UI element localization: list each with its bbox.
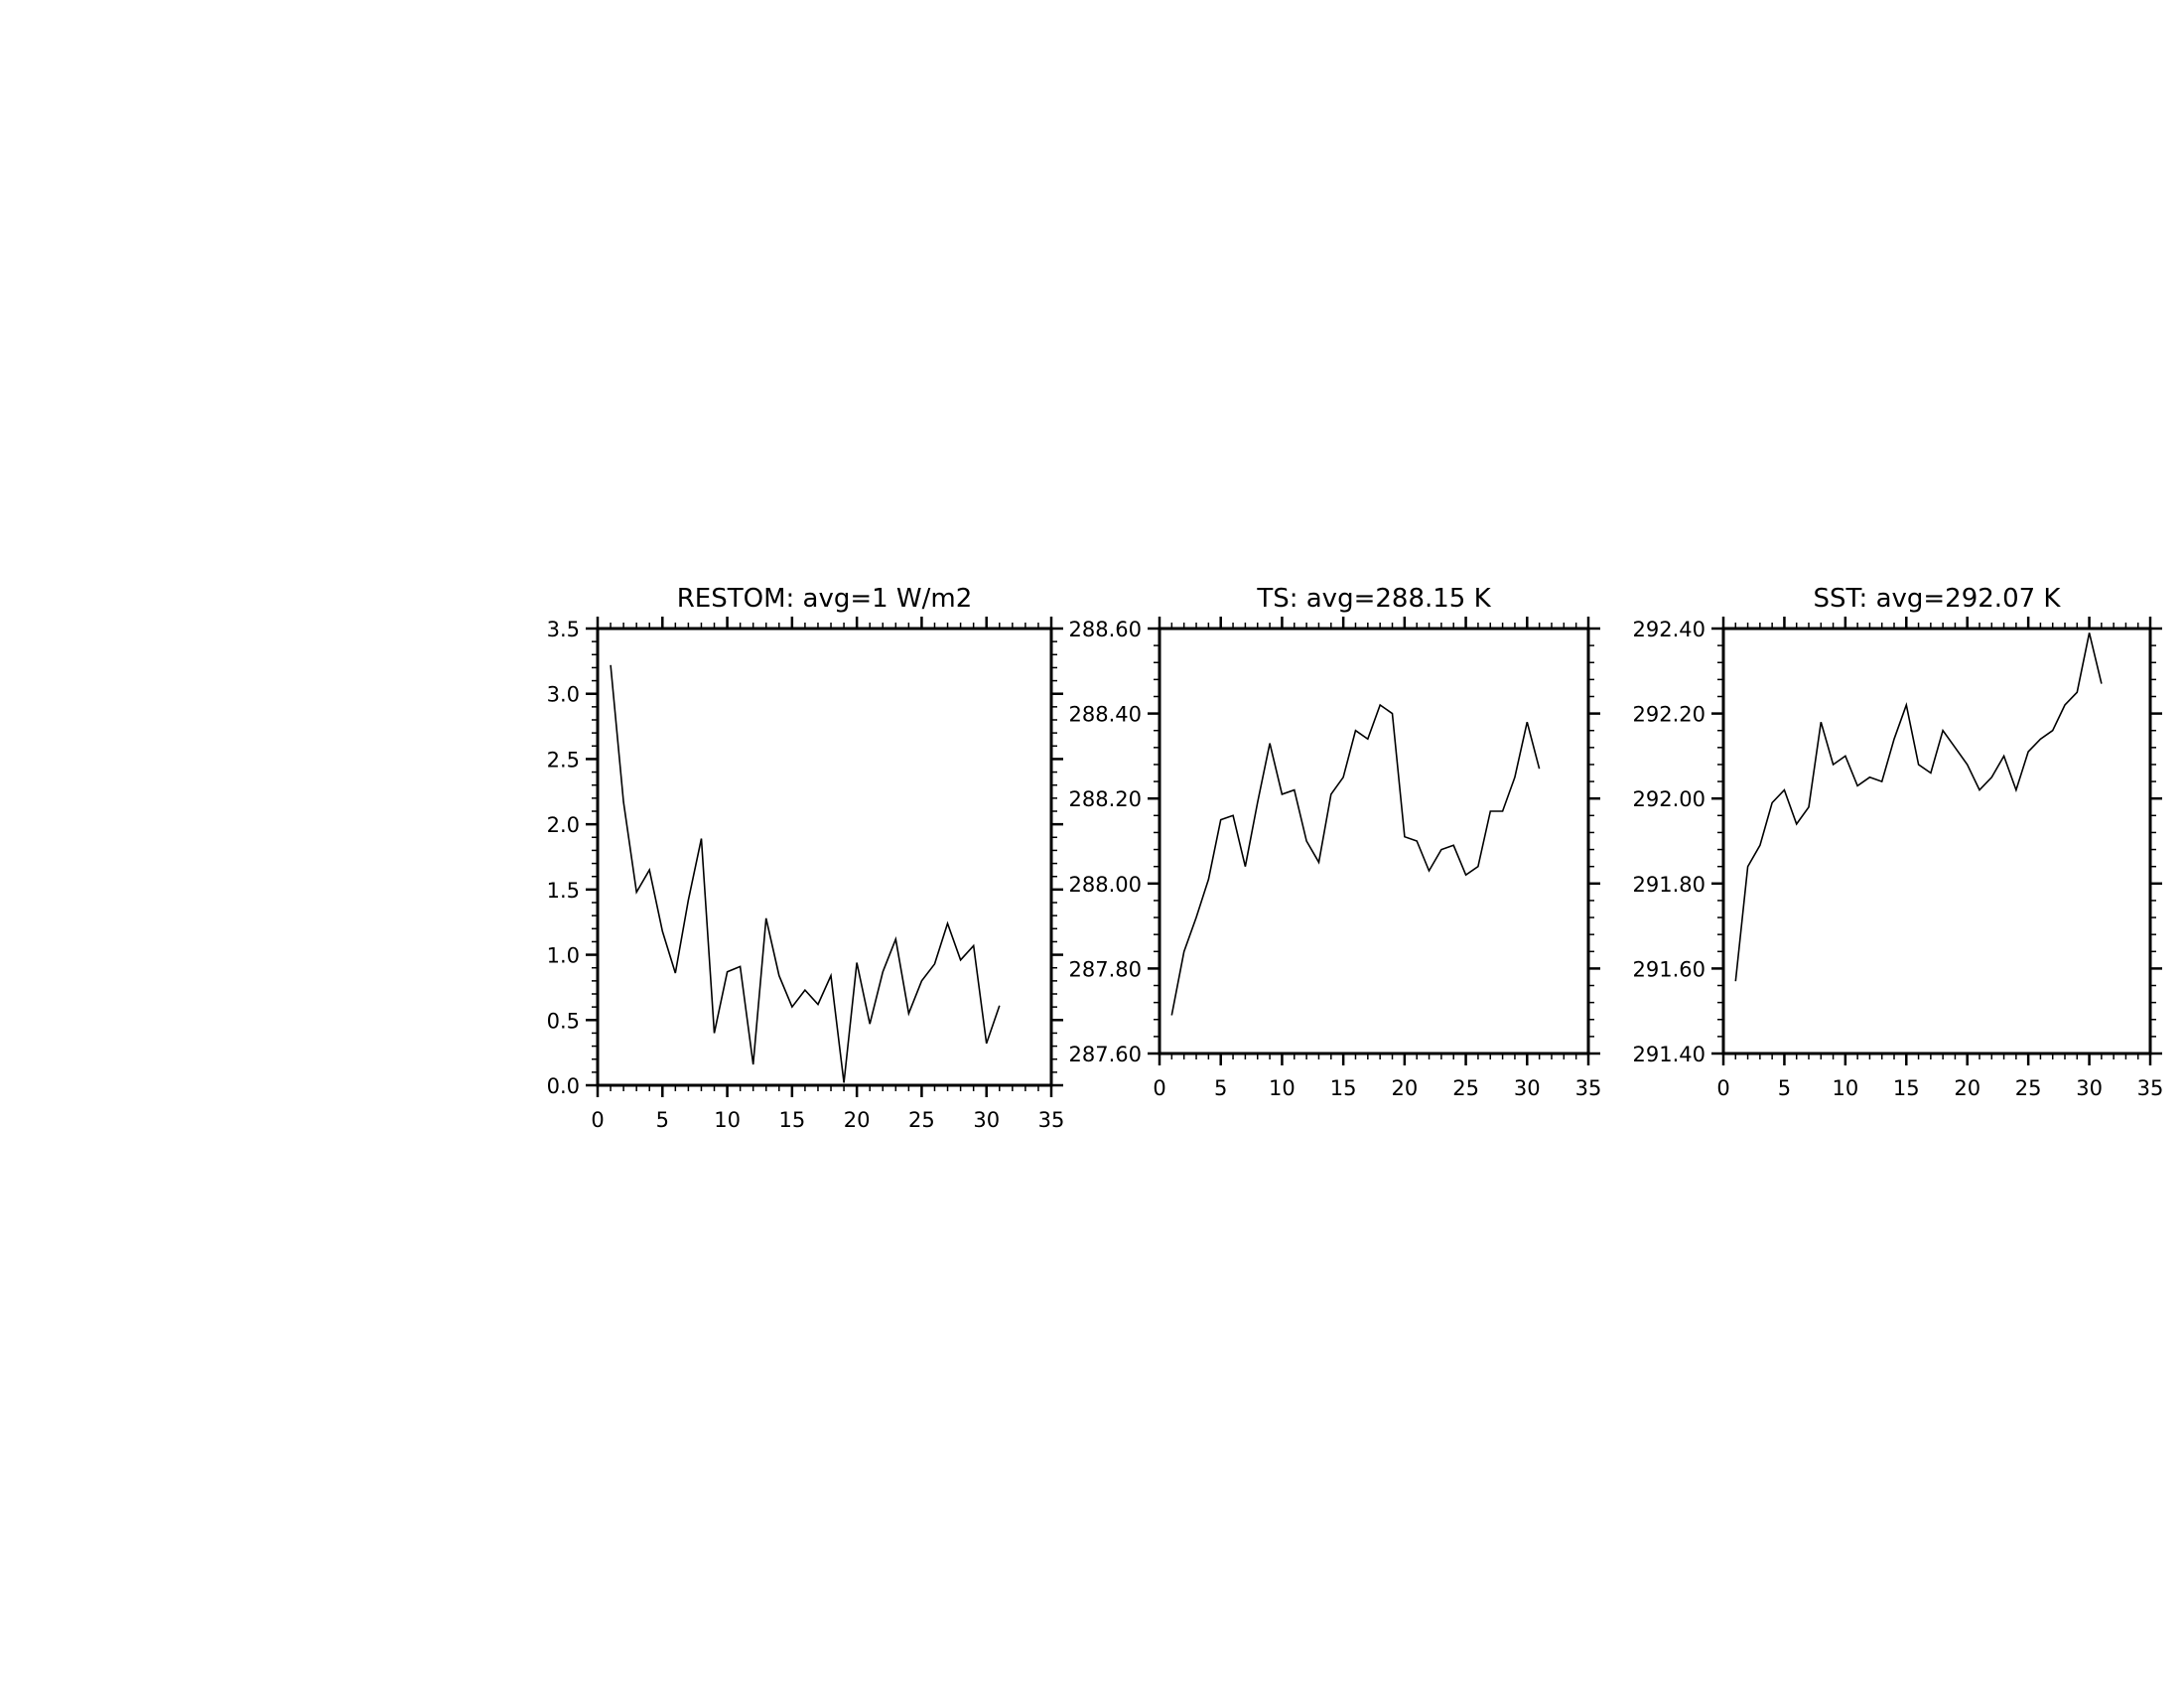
y-tick-label: 288.20	[1069, 787, 1142, 811]
x-tick-label: 30	[2076, 1076, 2103, 1100]
y-tick-label: 3.0	[547, 683, 580, 707]
chart-panel-0: RESTOM: avg=1 W/m2 0 5 10 15 20 25 30 35 0.0 0.5 1.…	[547, 584, 1065, 1132]
chart-title: TS: avg=288.15 K	[1256, 584, 1491, 614]
chart-title: RESTOM: avg=1 W/m2	[677, 584, 973, 614]
y-tick-label: 292.20	[1633, 703, 1706, 727]
series-line	[1170, 703, 1541, 1016]
x-tick-label: 30	[1514, 1076, 1541, 1100]
chart-title: SST: avg=292.07 K	[1814, 584, 2062, 614]
y-tick-label: 288.40	[1069, 703, 1142, 727]
x-tick-label: 5	[656, 1108, 669, 1132]
y-tick-label: 291.40	[1633, 1043, 1706, 1066]
x-tick-label: 10	[1269, 1076, 1296, 1100]
y-tick-label: 291.80	[1633, 873, 1706, 897]
y-tick-label: 287.80	[1069, 957, 1142, 981]
x-tick-label: 15	[1330, 1076, 1357, 1100]
x-tick-label: 10	[1832, 1076, 1858, 1100]
x-tick-label: 35	[1575, 1076, 1602, 1100]
x-tick-label: 20	[844, 1108, 871, 1132]
x-tick-label: 25	[908, 1108, 935, 1132]
x-tick-label: 25	[2015, 1076, 2042, 1100]
plot-frame	[596, 627, 1053, 1087]
series-line	[1734, 633, 2103, 982]
y-tick-label: 0.0	[547, 1074, 580, 1098]
y-tick-label: 292.40	[1633, 618, 1706, 641]
y-tick-label: 2.0	[547, 813, 580, 837]
y-tick-label: 288.60	[1069, 618, 1142, 641]
y-tick-label: 1.0	[547, 944, 580, 968]
chart-panel-2: SST: avg=292.07 K 0 5 10 15 20 25 30 35 291.40 291…	[1633, 584, 2164, 1100]
x-tick-label: 20	[1954, 1076, 1980, 1100]
x-tick-label: 5	[1778, 1076, 1791, 1100]
x-tick-label: 0	[1153, 1076, 1165, 1100]
x-tick-label: 15	[778, 1108, 805, 1132]
y-tick-label: 291.60	[1633, 957, 1706, 981]
y-tick-label: 1.5	[547, 879, 580, 903]
x-tick-label: 5	[1214, 1076, 1227, 1100]
y-tick-label: 2.5	[547, 748, 580, 772]
series-line	[610, 664, 1001, 1083]
x-tick-label: 35	[1038, 1108, 1065, 1132]
x-tick-label: 0	[1716, 1076, 1729, 1100]
y-tick-label: 292.00	[1633, 787, 1706, 811]
y-tick-label: 287.60	[1069, 1043, 1142, 1066]
plot-frame	[1721, 627, 2152, 1055]
y-tick-label: 3.5	[547, 618, 580, 641]
x-tick-label: 25	[1452, 1076, 1479, 1100]
x-tick-label: 35	[2137, 1076, 2164, 1100]
x-tick-label: 30	[973, 1108, 1000, 1132]
x-tick-label: 15	[1893, 1076, 1920, 1100]
x-tick-label: 10	[714, 1108, 741, 1132]
y-tick-label: 288.00	[1069, 873, 1142, 897]
chart-panel-1: TS: avg=288.15 K 0 5 10 15 20 25 30 35 287.60 287.…	[1069, 584, 1602, 1100]
plot-frame	[1158, 627, 1590, 1055]
x-tick-label: 20	[1391, 1076, 1418, 1100]
y-tick-label: 0.5	[547, 1009, 580, 1033]
x-tick-label: 0	[591, 1108, 604, 1132]
